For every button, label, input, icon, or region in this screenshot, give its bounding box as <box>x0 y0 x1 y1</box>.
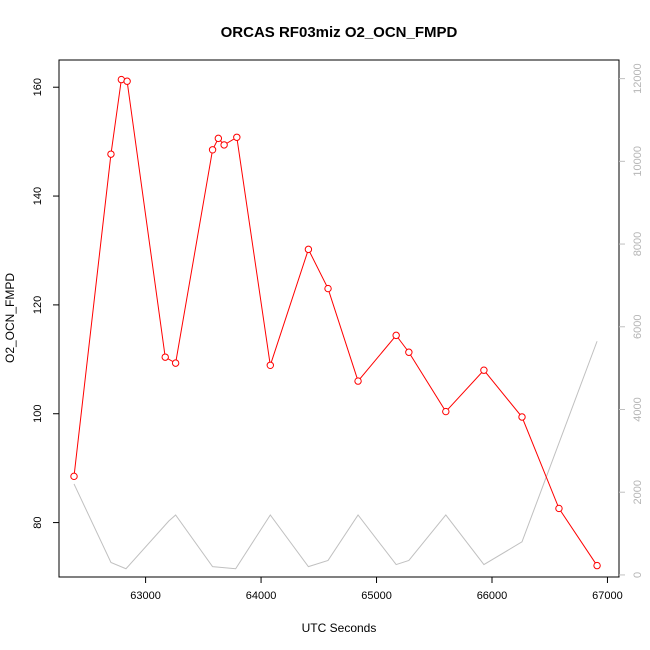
y-tick-label: 120 <box>32 296 44 314</box>
data-point <box>518 413 526 421</box>
y2-tick-label: 8000 <box>632 232 644 256</box>
y2-tick-label: 2000 <box>632 480 644 504</box>
y-axis-label: O2_OCN_FMPD <box>3 273 17 363</box>
plot-frame <box>58 59 620 578</box>
y2-tick-label: 0 <box>632 572 644 578</box>
x-tick-label: 67000 <box>592 590 623 602</box>
y2-tick-label: 4000 <box>632 397 644 421</box>
x-axis: 63000 64000 65000 66000 67000 <box>130 577 623 602</box>
y-axis-left: 80 100 120 140 160 <box>32 78 59 529</box>
series-line-primary <box>73 78 598 566</box>
data-point <box>354 377 362 385</box>
data-point <box>304 245 313 254</box>
y-axis-right: 0 2000 4000 6000 8000 10000 12000 <box>619 63 644 578</box>
x-axis-label: UTC Seconds <box>302 621 377 635</box>
y-tick-label: 140 <box>32 187 44 205</box>
y-tick-label: 160 <box>32 78 44 96</box>
data-point <box>208 146 217 154</box>
data-point <box>480 366 488 374</box>
data-point <box>392 331 400 340</box>
y2-tick-label: 10000 <box>632 146 644 177</box>
y2-tick-label: 12000 <box>632 63 644 94</box>
series-layer <box>70 75 601 570</box>
data-point <box>107 150 115 158</box>
data-point <box>220 141 228 149</box>
data-point <box>171 359 180 367</box>
y2-tick-label: 6000 <box>632 315 644 339</box>
data-point <box>70 472 78 481</box>
chart-title: ORCAS RF03miz O2_OCN_FMPD <box>221 24 458 41</box>
data-point <box>233 133 241 141</box>
x-tick-label: 65000 <box>361 590 392 602</box>
data-point <box>555 504 563 513</box>
x-tick-label: 66000 <box>477 590 508 602</box>
series-line-secondary <box>73 341 598 570</box>
x-tick-label: 64000 <box>246 590 277 602</box>
data-point <box>161 353 169 361</box>
data-point <box>442 407 450 416</box>
x-tick-label: 63000 <box>130 590 161 602</box>
y-tick-label: 80 <box>32 516 44 528</box>
data-point <box>593 561 601 570</box>
y-tick-label: 100 <box>32 405 44 423</box>
data-point <box>266 361 274 370</box>
data-point <box>214 134 223 143</box>
data-point <box>123 77 131 85</box>
data-point <box>405 348 413 356</box>
data-point <box>324 284 332 293</box>
